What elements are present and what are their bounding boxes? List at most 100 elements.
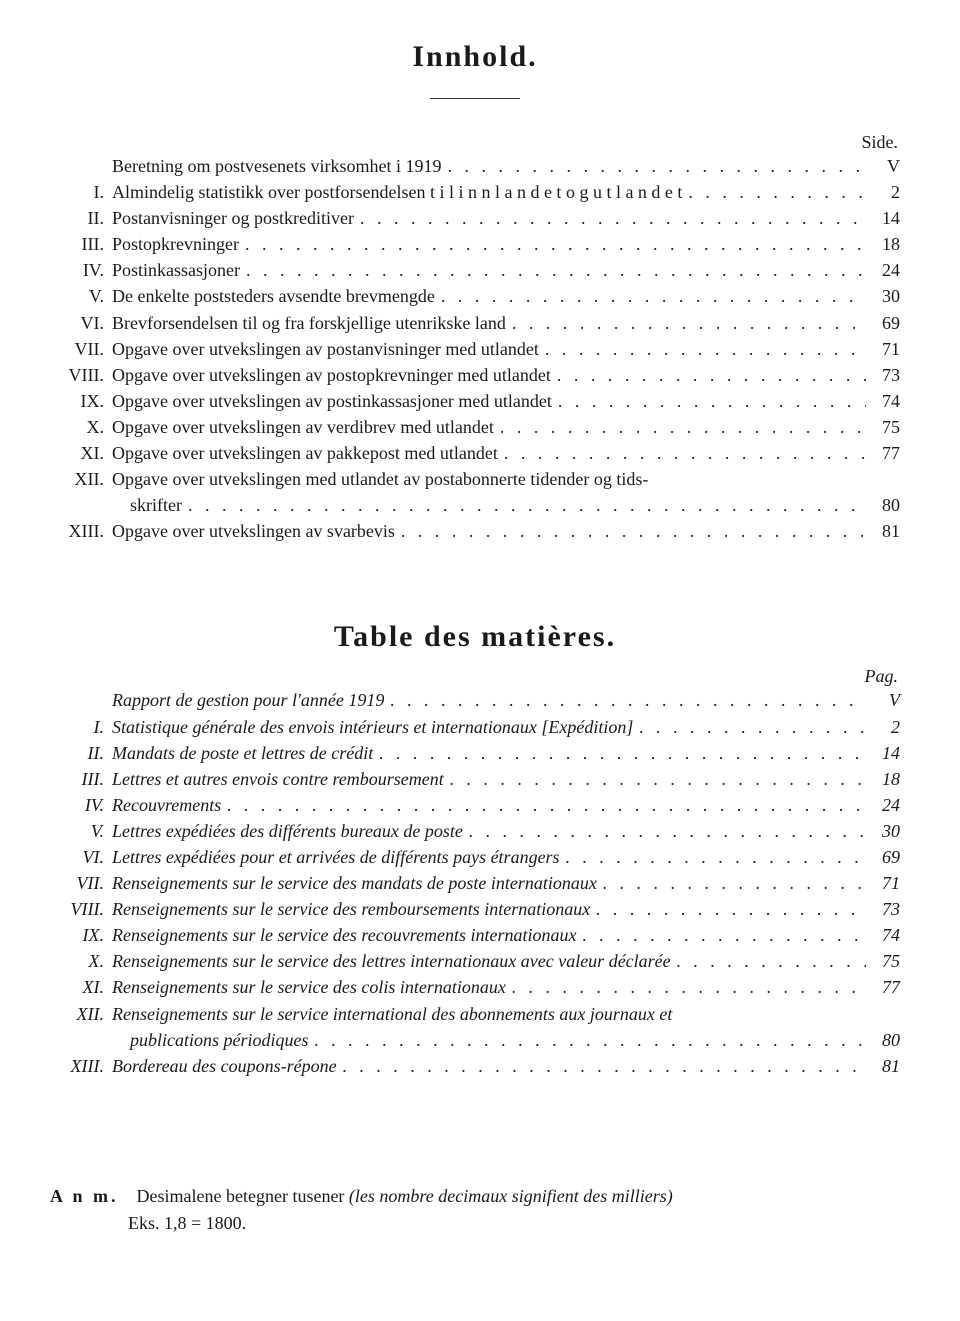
toc-row: IX.Opgave over utvekslingen av postinkas… bbox=[50, 388, 900, 414]
toc-row-number: IV. bbox=[50, 257, 112, 283]
toc-row: VIII.Opgave over utvekslingen av postopk… bbox=[50, 362, 900, 388]
toc-row-text: Opgave over utvekslingen av postanvisnin… bbox=[112, 336, 539, 362]
toc-row-number: IX. bbox=[50, 388, 112, 414]
toc-row-page: 73 bbox=[866, 362, 900, 388]
toc-row-text: Postanvisninger og postkreditiver bbox=[112, 205, 354, 231]
footnote-body1-italic: (les nombre decimaux signifient des mill… bbox=[349, 1186, 673, 1206]
toc-row-dots: . . . . . . . . . . . . . . . . . . . . … bbox=[682, 179, 866, 205]
toc-row: XII.Opgave over utvekslingen med utlande… bbox=[50, 466, 900, 492]
toc-row-dots: . . . . . . . . . . . . . . . . . . . . … bbox=[633, 714, 866, 740]
toc-row-page: 30 bbox=[866, 283, 900, 309]
toc-row-dots: . . . . . . . . . . . . . . . . . . . . … bbox=[671, 948, 866, 974]
toc-norwegian: Beretning om postvesenets virksomhet i 1… bbox=[50, 153, 900, 544]
toc-row-page: 2 bbox=[866, 714, 900, 740]
toc-row-number: X. bbox=[50, 414, 112, 440]
toc-row-text: Postinkassasjoner bbox=[112, 257, 240, 283]
toc-row-dots: . . . . . . . . . . . . . . . . . . . . … bbox=[597, 870, 866, 896]
toc-row-dots: . . . . . . . . . . . . . . . . . . . . … bbox=[539, 336, 866, 362]
title-rule bbox=[50, 86, 900, 104]
toc-row-page: 24 bbox=[866, 257, 900, 283]
toc-title-innhold: Innhold. bbox=[50, 40, 900, 74]
page-label-side: Side. bbox=[50, 132, 900, 153]
toc-row-dots: . . . . . . . . . . . . . . . . . . . . … bbox=[463, 818, 866, 844]
toc-row-text: Renseignements sur le service des recouv… bbox=[112, 922, 577, 948]
toc-row-number: XIII. bbox=[50, 1053, 112, 1079]
toc-row-page: 74 bbox=[866, 922, 900, 948]
footnote-lead: A n m. bbox=[50, 1186, 119, 1206]
toc-row: II.Postanvisninger og postkreditiver. . … bbox=[50, 205, 900, 231]
toc-row-dots: . . . . . . . . . . . . . . . . . . . . … bbox=[551, 362, 866, 388]
toc-row-text: Opgave over utvekslingen med utlandet av… bbox=[112, 466, 648, 492]
toc-row-number: II. bbox=[50, 740, 112, 766]
toc-row-text: Opgave over utvekslingen av postopkrevni… bbox=[112, 362, 551, 388]
toc-row: IV.Recouvrements. . . . . . . . . . . . … bbox=[50, 792, 900, 818]
toc-row-dots: . . . . . . . . . . . . . . . . . . . . … bbox=[239, 231, 866, 257]
footnote: A n m. Desimalene betegner tusener (les … bbox=[50, 1183, 900, 1237]
toc-row-dots: . . . . . . . . . . . . . . . . . . . . … bbox=[395, 518, 866, 544]
toc-row: XII.Renseignements sur le service intern… bbox=[50, 1001, 900, 1027]
toc-row: IV.Postinkassasjoner. . . . . . . . . . … bbox=[50, 257, 900, 283]
toc-row-page: 75 bbox=[866, 414, 900, 440]
toc-row-number: I. bbox=[50, 179, 112, 205]
toc-row-text: Almindelig statistikk over postforsendel… bbox=[112, 179, 682, 205]
toc-row-dots: . . . . . . . . . . . . . . . . . . . . … bbox=[494, 414, 866, 440]
toc-row-dots: . . . . . . . . . . . . . . . . . . . . … bbox=[441, 153, 866, 179]
toc-row: XI.Renseignements sur le service des col… bbox=[50, 974, 900, 1000]
footnote-body1: Desimalene betegner tusener bbox=[137, 1186, 349, 1206]
toc-row-page: 81 bbox=[866, 1053, 900, 1079]
toc-row-page: 77 bbox=[866, 974, 900, 1000]
toc-row-number: VII. bbox=[50, 336, 112, 362]
toc-row-page: 80 bbox=[866, 492, 900, 518]
toc-row-number: XIII. bbox=[50, 518, 112, 544]
toc-row-dots: . . . . . . . . . . . . . . . . . . . . … bbox=[384, 687, 866, 713]
toc-row-dots: . . . . . . . . . . . . . . . . . . . . … bbox=[590, 896, 866, 922]
toc-row-text: Beretning om postvesenets virksomhet i 1… bbox=[112, 153, 441, 179]
toc-row-dots: . . . . . . . . . . . . . . . . . . . . … bbox=[552, 388, 866, 414]
toc-row-text: Recouvrements bbox=[112, 792, 221, 818]
toc-row-number: XI. bbox=[50, 440, 112, 466]
toc-row-page: 30 bbox=[866, 818, 900, 844]
toc-row: V.Lettres expédiées des différents burea… bbox=[50, 818, 900, 844]
toc-row-page: V bbox=[866, 153, 900, 179]
toc-row-number: I. bbox=[50, 714, 112, 740]
toc-row-number: III. bbox=[50, 231, 112, 257]
toc-row: XIII.Opgave over utvekslingen av svarbev… bbox=[50, 518, 900, 544]
toc-row-number: VII. bbox=[50, 870, 112, 896]
toc-row-number: XII. bbox=[50, 466, 112, 492]
toc-row-text: Opgave over utvekslingen av postinkassas… bbox=[112, 388, 552, 414]
toc-row-page: 69 bbox=[866, 844, 900, 870]
toc-row: I.Statistique générale des envois intéri… bbox=[50, 714, 900, 740]
toc-row-page: 24 bbox=[866, 792, 900, 818]
toc-row: III.Lettres et autres envois contre remb… bbox=[50, 766, 900, 792]
toc-row-dots: . . . . . . . . . . . . . . . . . . . . … bbox=[577, 922, 866, 948]
toc-row-text: Opgave over utvekslingen av svarbevis bbox=[112, 518, 395, 544]
toc-french: Rapport de gestion pour l'année 1919. . … bbox=[50, 687, 900, 1078]
toc-row-text: Renseignements sur le service des mandat… bbox=[112, 870, 597, 896]
toc-row-page: 14 bbox=[866, 740, 900, 766]
toc-title-table-des-matieres: Table des matières. bbox=[50, 620, 900, 654]
toc-row-dots: . . . . . . . . . . . . . . . . . . . . … bbox=[221, 792, 866, 818]
toc-row: VII.Opgave over utvekslingen av postanvi… bbox=[50, 336, 900, 362]
toc-row-text: Renseignements sur le service des lettre… bbox=[112, 948, 671, 974]
toc-row-dots: . . . . . . . . . . . . . . . . . . . . … bbox=[506, 310, 866, 336]
toc-row: Beretning om postvesenets virksomhet i 1… bbox=[50, 153, 900, 179]
toc-row-page: 2 bbox=[866, 179, 900, 205]
toc-row: X.Opgave over utvekslingen av verdibrev … bbox=[50, 414, 900, 440]
toc-row: V.De enkelte poststeders avsendte brevme… bbox=[50, 283, 900, 309]
toc-row-number: VIII. bbox=[50, 362, 112, 388]
toc-row-page: 73 bbox=[866, 896, 900, 922]
toc-row-dots: . . . . . . . . . . . . . . . . . . . . … bbox=[337, 1053, 866, 1079]
toc-row-text: Renseignements sur le service internatio… bbox=[112, 1001, 672, 1027]
toc-row-number: XI. bbox=[50, 974, 112, 1000]
toc-row-number: II. bbox=[50, 205, 112, 231]
toc-row-page: 14 bbox=[866, 205, 900, 231]
toc-row-page: 80 bbox=[866, 1027, 900, 1053]
toc-row-text: Opgave over utvekslingen av verdibrev me… bbox=[112, 414, 494, 440]
toc-row-number: X. bbox=[50, 948, 112, 974]
toc-row-page: 18 bbox=[866, 766, 900, 792]
toc-row-text: Renseignements sur le service des colis … bbox=[112, 974, 506, 1000]
toc-row: X.Renseignements sur le service des lett… bbox=[50, 948, 900, 974]
toc-row-text: Lettres et autres envois contre rembours… bbox=[112, 766, 444, 792]
toc-row-dots: . . . . . . . . . . . . . . . . . . . . … bbox=[309, 1027, 867, 1053]
toc-row-text: skrifter bbox=[112, 492, 182, 518]
